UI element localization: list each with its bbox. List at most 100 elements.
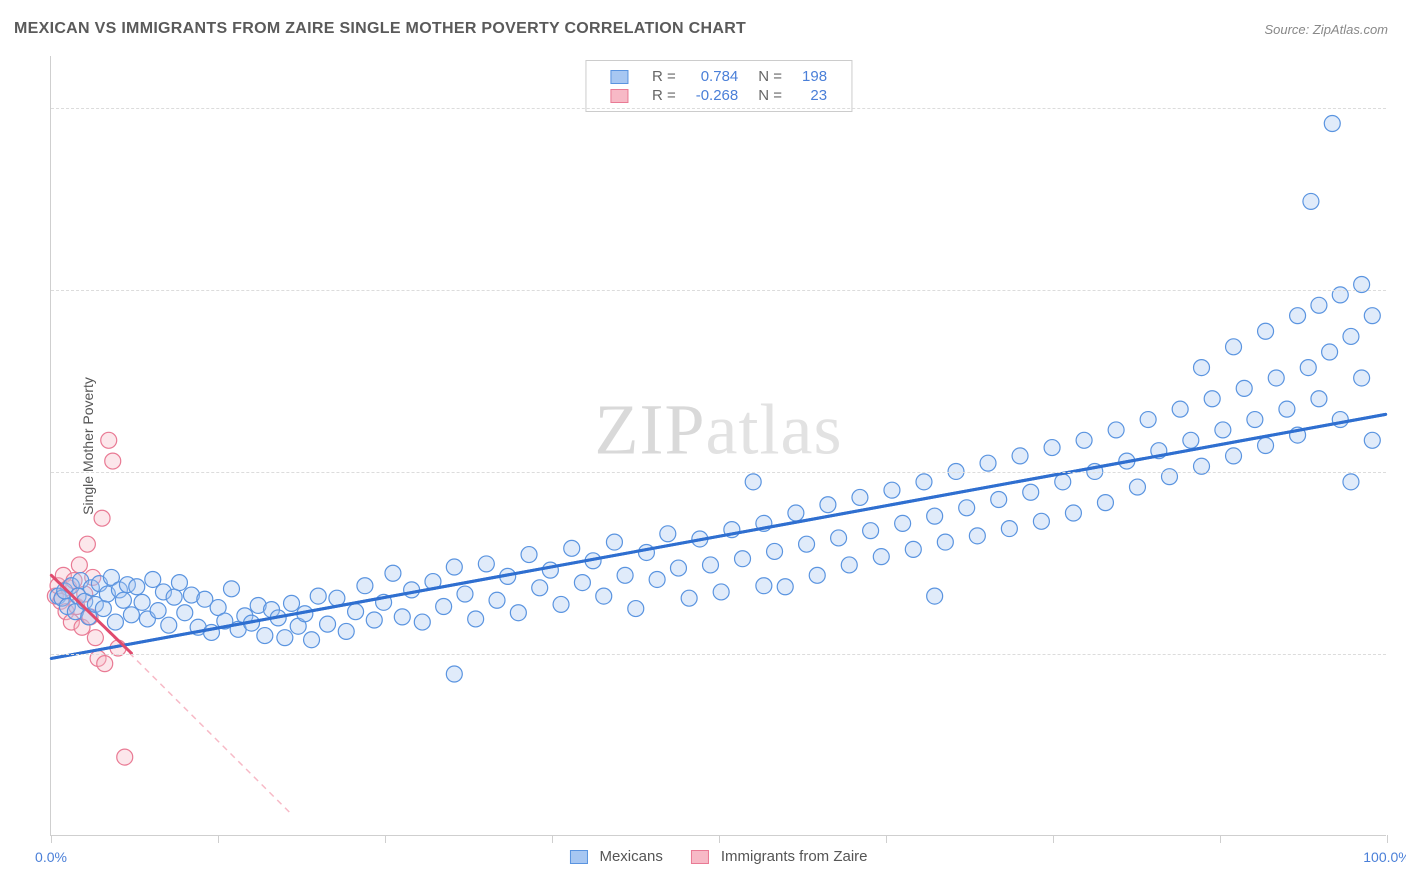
data-point: [863, 523, 879, 539]
data-point: [606, 534, 622, 550]
data-point: [284, 595, 300, 611]
y-tick-label: 80.0%: [1391, 100, 1406, 116]
legend-label: Mexicans: [599, 848, 662, 865]
data-point: [649, 571, 665, 587]
chart-title: MEXICAN VS IMMIGRANTS FROM ZAIRE SINGLE …: [14, 20, 746, 38]
data-point: [489, 592, 505, 608]
data-point: [1322, 344, 1338, 360]
y-tick-label: 62.5%: [1391, 282, 1406, 298]
data-point: [1226, 339, 1242, 355]
gridline: [51, 472, 1386, 473]
data-point: [1279, 401, 1295, 417]
data-point: [510, 605, 526, 621]
data-point: [1343, 474, 1359, 490]
chart-container: MEXICAN VS IMMIGRANTS FROM ZAIRE SINGLE …: [0, 0, 1406, 892]
data-point: [94, 510, 110, 526]
data-point: [97, 656, 113, 672]
data-point: [777, 579, 793, 595]
data-point: [117, 749, 133, 765]
data-point: [628, 601, 644, 617]
data-point: [171, 575, 187, 591]
data-point: [1364, 432, 1380, 448]
data-point: [71, 557, 87, 573]
data-point: [129, 579, 145, 595]
data-point: [553, 596, 569, 612]
data-point: [756, 578, 772, 594]
data-point: [895, 515, 911, 531]
data-point: [1354, 370, 1370, 386]
data-point: [1258, 323, 1274, 339]
legend-label: Immigrants from Zaire: [721, 848, 868, 865]
data-point: [320, 616, 336, 632]
data-point: [1065, 505, 1081, 521]
data-point: [831, 530, 847, 546]
data-point: [638, 544, 654, 560]
data-point: [991, 492, 1007, 508]
x-tick: [552, 835, 553, 843]
data-point: [79, 536, 95, 552]
data-point: [1324, 116, 1340, 132]
y-tick-label: 45.0%: [1391, 464, 1406, 480]
data-point: [1343, 328, 1359, 344]
data-point: [574, 575, 590, 591]
data-point: [521, 547, 537, 563]
data-point: [394, 609, 410, 625]
data-point: [767, 543, 783, 559]
gridline: [51, 290, 1386, 291]
data-point: [809, 567, 825, 583]
data-point: [1364, 308, 1380, 324]
data-point: [841, 557, 857, 573]
data-point: [713, 584, 729, 600]
data-point: [1183, 432, 1199, 448]
data-point: [310, 588, 326, 604]
data-point: [788, 505, 804, 521]
data-point: [107, 614, 123, 630]
data-point: [1172, 401, 1188, 417]
data-point: [1055, 474, 1071, 490]
data-point: [820, 497, 836, 513]
data-point: [1023, 484, 1039, 500]
data-point: [1129, 479, 1145, 495]
data-point: [177, 605, 193, 621]
legend-item: Mexicans: [569, 848, 662, 865]
data-point: [166, 589, 182, 605]
data-point: [980, 455, 996, 471]
data-point: [670, 560, 686, 576]
data-point: [703, 557, 719, 573]
x-tick: [1220, 835, 1221, 843]
data-point: [1140, 412, 1156, 428]
data-point: [1311, 297, 1327, 313]
data-point: [277, 630, 293, 646]
data-point: [257, 628, 273, 644]
data-point: [134, 594, 150, 610]
data-point: [799, 536, 815, 552]
data-point: [596, 588, 612, 604]
data-point: [446, 666, 462, 682]
data-point: [338, 623, 354, 639]
data-point: [905, 541, 921, 557]
data-point: [478, 556, 494, 572]
data-point: [1236, 380, 1252, 396]
data-point: [916, 474, 932, 490]
data-point: [1290, 308, 1306, 324]
data-point: [161, 617, 177, 633]
chart-svg: [51, 56, 1386, 835]
x-tick: [385, 835, 386, 843]
x-tick: [886, 835, 887, 843]
data-point: [1012, 448, 1028, 464]
data-point: [542, 562, 558, 578]
x-tick-label: 0.0%: [35, 849, 67, 865]
x-tick: [51, 835, 52, 843]
data-point: [735, 551, 751, 567]
data-point: [223, 581, 239, 597]
legend-swatch: [691, 850, 709, 864]
data-point: [617, 567, 633, 583]
data-point: [1226, 448, 1242, 464]
data-point: [87, 630, 103, 646]
data-point: [1268, 370, 1284, 386]
x-tick: [1053, 835, 1054, 843]
data-point: [115, 592, 131, 608]
x-tick-label: 100.0%: [1363, 849, 1406, 865]
plot-area: Single Mother Poverty ZIPatlas R =0.784N…: [50, 56, 1386, 836]
series-legend: Mexicans Immigrants from Zaire: [569, 848, 867, 865]
